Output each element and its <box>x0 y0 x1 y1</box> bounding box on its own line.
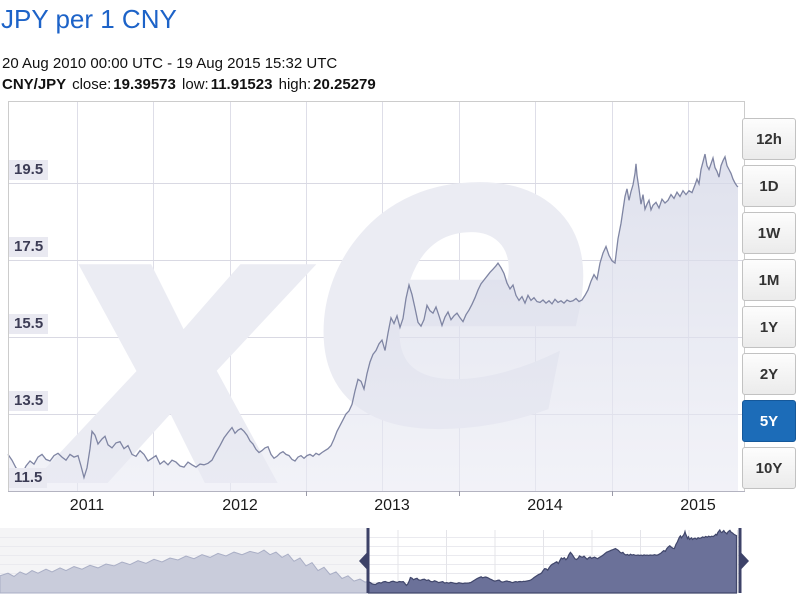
range-button-1w[interactable]: 1W <box>742 212 796 254</box>
stats-part: 20.25279 <box>313 76 376 93</box>
x-axis-label: 2012 <box>222 497 258 514</box>
selection-handle-left[interactable] <box>359 528 370 593</box>
page-title: JPY per 1 CNY <box>1 4 177 34</box>
stats-part: high: <box>274 76 312 93</box>
y-axis-label: 15.5 <box>9 314 49 334</box>
x-axis-label: 2015 <box>680 497 716 514</box>
stats-part: CNY/JPY <box>2 76 71 93</box>
x-axis-label: 2011 <box>69 497 105 514</box>
range-button-1m[interactable]: 1M <box>742 259 796 301</box>
price-line <box>7 153 739 480</box>
range-selector-overview[interactable] <box>0 528 756 594</box>
stats-part: 19.39573 <box>113 76 176 93</box>
x-axis-label: 2014 <box>527 497 563 514</box>
y-axis-label: 13.5 <box>9 391 49 411</box>
stats-part: low: <box>177 76 209 93</box>
x-axis-label: 2013 <box>374 497 410 514</box>
range-button-1y[interactable]: 1Y <box>742 306 796 348</box>
range-button-10y[interactable]: 10Y <box>742 447 796 489</box>
selection-handle-right[interactable] <box>738 528 750 593</box>
svg-text:x: x <box>29 113 317 578</box>
range-button-2y[interactable]: 2Y <box>742 353 796 395</box>
stats-part: 11.91523 <box>210 76 273 93</box>
range-button-12h[interactable]: 12h <box>742 118 796 160</box>
y-axis-label: 19.5 <box>9 160 49 180</box>
y-axis-label: 11.5 <box>9 468 48 488</box>
chart-stats: CNY/JPY close: 19.39573 low: 11.91523 high… <box>2 76 378 93</box>
range-button-1d[interactable]: 1D <box>742 165 796 207</box>
overview-area-selected <box>368 528 738 594</box>
stats-part: close: <box>72 76 112 93</box>
chart-date-range: 20 Aug 2010 00:00 UTC - 19 Aug 2015 15:3… <box>2 55 338 72</box>
price-area-fill <box>8 154 738 491</box>
y-axis-label: 17.5 <box>9 237 49 257</box>
range-button-5y[interactable]: 5Y <box>742 400 796 442</box>
